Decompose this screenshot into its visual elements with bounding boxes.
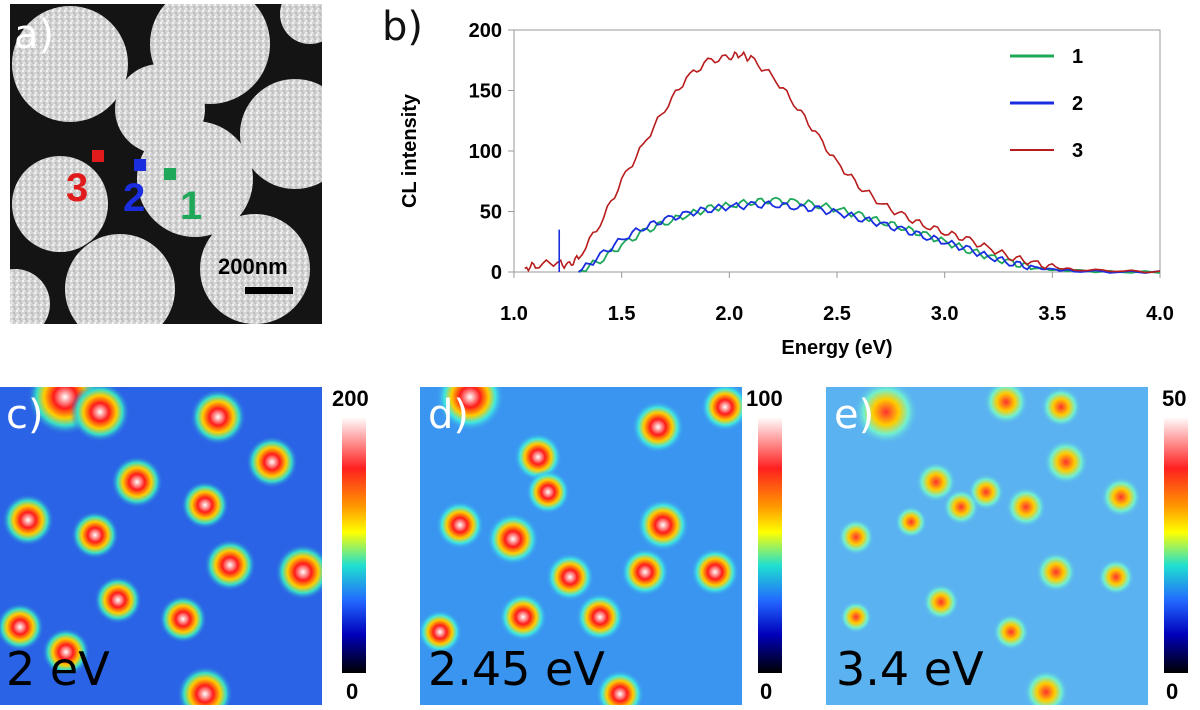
colorbar-e-max: 50 — [1162, 386, 1187, 411]
panel-d-map — [418, 363, 749, 710]
legend-label-1: 1 — [1072, 46, 1083, 68]
heatmap-e — [838, 380, 1141, 710]
x-tick-label: 2.5 — [823, 303, 851, 325]
panel-e-label: e) — [834, 392, 875, 438]
heatmap-d — [418, 363, 749, 710]
cl-spectrum-chart: 0 50 100 150 200 1.0 1.5 2.0 2.5 3.0 3.5 4.0 CL in… — [399, 20, 1174, 359]
colorbar-c-max: 200 — [332, 386, 369, 411]
x-tick-label: 3.0 — [931, 303, 959, 325]
panel-e-map — [826, 380, 1148, 710]
plot-frame — [513, 29, 1161, 273]
y-axis-title: CL intensity — [399, 93, 421, 208]
panel-c-map — [0, 359, 331, 710]
legend-label-3: 3 — [1072, 140, 1083, 162]
panel-c-label: c) — [6, 392, 44, 438]
panel-d-energy: 2.45 eV — [428, 642, 605, 696]
colorbar-c-min: 0 — [346, 679, 359, 704]
scale-bar-label: 200nm — [218, 254, 288, 279]
x-tick-label: 1.5 — [608, 303, 636, 325]
panel-e-energy: 3.4 eV — [836, 642, 984, 696]
colorbar-e-min: 0 — [1166, 679, 1179, 704]
colorbar-d-max: 100 — [746, 386, 783, 411]
x-tick-label: 3.5 — [1038, 303, 1066, 325]
colorbar-e — [1164, 417, 1188, 673]
x-tick-label: 2.0 — [715, 303, 743, 325]
colorbar-d — [758, 417, 782, 673]
marker-2-square — [134, 159, 146, 171]
colorbar-c — [342, 417, 366, 673]
series-line-2 — [578, 200, 1161, 274]
legend-label-2: 2 — [1072, 93, 1083, 115]
series-line-3 — [524, 50, 1161, 274]
series-line-1 — [578, 196, 1161, 274]
panel-a-image — [0, 0, 350, 344]
marker-1-square — [164, 168, 176, 180]
panel-d-label: d) — [428, 392, 469, 438]
x-tick-label: 4.0 — [1146, 303, 1174, 325]
heatmap-c — [0, 359, 331, 710]
marker-3-label: 3 — [66, 166, 89, 210]
marker-2-label: 2 — [123, 176, 146, 220]
marker-3-square — [92, 150, 104, 162]
y-tick-label: 50 — [480, 202, 502, 224]
y-tick-label: 200 — [469, 20, 502, 42]
legend: 1 2 3 — [1010, 46, 1083, 162]
sem-image — [0, 0, 350, 344]
panel-c-energy: 2 eV — [6, 642, 110, 696]
panel-a-label: a) — [14, 12, 55, 58]
x-tick-label: 1.0 — [500, 303, 528, 325]
colorbar-d-min: 0 — [760, 679, 773, 704]
panel-b-label: b) — [382, 4, 423, 50]
marker-1-label: 1 — [180, 184, 203, 228]
y-tick-label: 0 — [491, 262, 502, 284]
y-tick-label: 100 — [469, 141, 502, 163]
y-tick-label: 150 — [469, 81, 502, 103]
x-axis-title: Energy (eV) — [781, 337, 892, 359]
